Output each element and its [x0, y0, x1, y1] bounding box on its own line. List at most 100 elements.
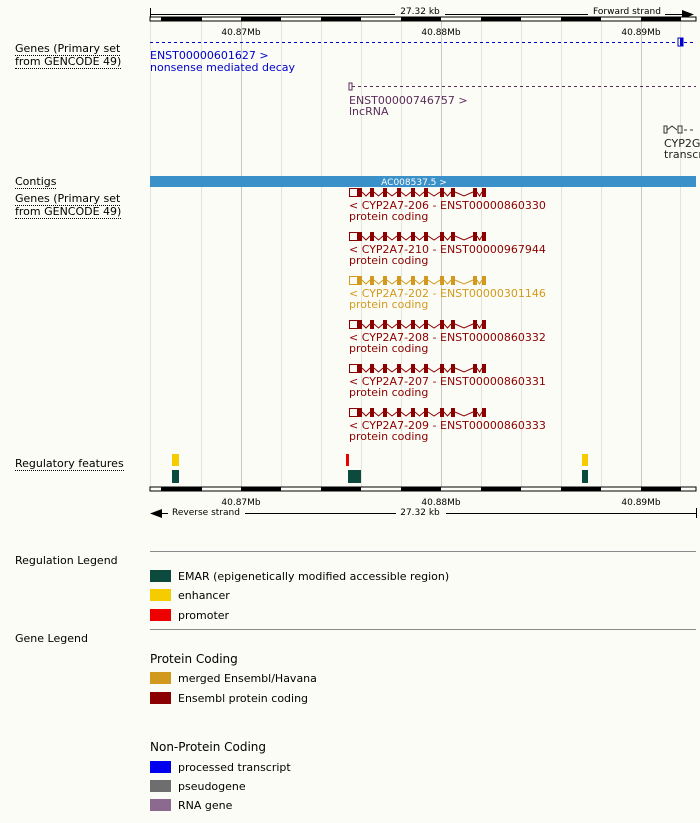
forward-gene-lncrna[interactable]: ENST00000746757 > lncRNA — [348, 82, 696, 118]
legend-divider — [150, 551, 696, 552]
genes-forward-track-label[interactable]: Genes (Primary set from GENCODE 49) — [15, 42, 122, 69]
exon — [482, 188, 486, 197]
promoter-feature[interactable] — [346, 454, 349, 466]
contigs-track-label[interactable]: Contigs — [15, 175, 57, 189]
genes-forward-label-line1: Genes (Primary set — [15, 42, 121, 56]
exon — [383, 408, 387, 417]
exon — [397, 276, 401, 285]
exon — [397, 232, 401, 241]
forward-gene-lncrna-biotype: lncRNA — [349, 105, 389, 118]
processed-transcript-legend-label: processed transcript — [178, 761, 291, 774]
exon — [358, 364, 362, 373]
utr-box — [349, 364, 358, 373]
pseudogene-swatch — [150, 780, 171, 792]
genes-reverse-track-label[interactable]: Genes (Primary set from GENCODE 49) — [15, 192, 122, 219]
exon — [397, 188, 401, 197]
exon — [370, 188, 374, 197]
exon — [424, 276, 428, 285]
exon — [451, 188, 455, 197]
exon — [473, 276, 477, 285]
exon — [358, 276, 362, 285]
exon — [397, 364, 401, 373]
top-ruler: 40.87Mb 40.88Mb 40.89Mb — [149, 16, 697, 38]
exon — [473, 320, 477, 329]
rna-gene-swatch — [150, 799, 171, 811]
exon — [440, 232, 444, 241]
exon — [424, 232, 428, 241]
exon — [424, 408, 428, 417]
exon — [358, 320, 362, 329]
exon — [358, 188, 362, 197]
exon — [440, 320, 444, 329]
top-tick-3: 40.89Mb — [621, 28, 661, 38]
utr-box — [349, 320, 358, 329]
genes-reverse-label-line2: from GENCODE 49) — [15, 205, 122, 219]
forward-gene-cyp2g[interactable]: CYP2G transcr — [663, 125, 700, 161]
utr-box — [349, 232, 358, 241]
exon — [411, 364, 415, 373]
emar-feature[interactable] — [582, 470, 588, 483]
contig-bar[interactable]: AC008537.5 > — [150, 176, 696, 188]
genome-track-image[interactable]: 27.32 kb Forward strand 40.87Mb 40.88Mb … — [0, 0, 700, 530]
promoter-legend-label: promoter — [178, 609, 230, 622]
regulatory-features — [172, 454, 588, 483]
ensembl-coding-legend-label: Ensembl protein coding — [178, 692, 309, 705]
processed-transcript-swatch — [150, 761, 171, 773]
transcript-label: < CYP2A7-210 - ENST00000967944 — [349, 243, 546, 256]
regulatory-track-label[interactable]: Regulatory features — [15, 457, 124, 471]
enhancer-feature[interactable] — [172, 454, 179, 466]
forward-gene-cyp2g-name: CYP2G — [664, 137, 700, 150]
exon — [473, 364, 477, 373]
exon — [440, 364, 444, 373]
intron-line — [357, 411, 483, 417]
transcript-label: < CYP2A7-206 - ENST00000860330 — [349, 199, 546, 212]
top-tick-1: 40.87Mb — [221, 28, 261, 38]
exon — [370, 232, 374, 241]
exon — [397, 320, 401, 329]
utr-box — [349, 276, 358, 285]
transcript-biotype: protein coding — [349, 430, 428, 443]
forward-gene-nmd-name: ENST00000601627 > — [150, 49, 269, 62]
emar-feature[interactable] — [172, 470, 179, 483]
transcript-biotype: protein coding — [349, 342, 428, 355]
exon — [370, 320, 374, 329]
exon — [482, 408, 486, 417]
exon — [424, 364, 428, 373]
exon — [411, 232, 415, 241]
emar-swatch — [150, 570, 171, 582]
exon — [383, 364, 387, 373]
merged-swatch — [150, 672, 171, 684]
intron-line — [357, 323, 483, 329]
reverse-transcripts: < CYP2A7-206 - ENST00000860330 protein co… — [349, 188, 546, 443]
enhancer-feature[interactable] — [582, 454, 588, 466]
exon — [358, 232, 362, 241]
exon — [370, 364, 374, 373]
utr-box — [349, 188, 358, 197]
regulation-legend-title: Regulation Legend — [15, 554, 118, 567]
utr-box — [349, 408, 358, 417]
exon — [440, 408, 444, 417]
exon — [451, 320, 455, 329]
exon — [473, 188, 477, 197]
emar-legend-label: EMAR (epigenetically modified accessible… — [178, 570, 450, 583]
intron-line — [357, 367, 483, 373]
bottom-tick-3: 40.89Mb — [621, 498, 661, 508]
transcript-label: < CYP2A7-207 - ENST00000860331 — [349, 375, 546, 388]
emar-feature[interactable] — [348, 470, 361, 483]
forward-gene-nmd-biotype: nonsense mediated decay — [150, 61, 295, 74]
regulatory-label-text: Regulatory features — [15, 457, 124, 471]
genes-forward-label-line2: from GENCODE 49) — [15, 55, 122, 69]
exon — [482, 232, 486, 241]
forward-gene-nmd[interactable]: ENST00000601627 > nonsense mediated deca… — [150, 37, 696, 74]
bottom-span-indicator: Reverse strand 27.32 kb — [150, 508, 697, 518]
intron-line — [357, 279, 483, 285]
exon — [424, 188, 428, 197]
merged-legend-label: merged Ensembl/Havana — [178, 672, 317, 685]
bottom-span-label: 27.32 kb — [400, 508, 440, 518]
